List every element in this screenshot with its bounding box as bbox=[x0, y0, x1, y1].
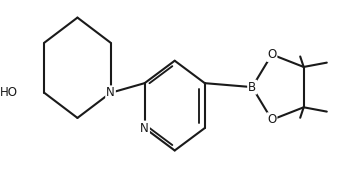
Text: B: B bbox=[248, 81, 256, 94]
Text: N: N bbox=[106, 86, 115, 99]
Text: N: N bbox=[140, 122, 149, 134]
Text: O: O bbox=[267, 113, 277, 126]
Text: HO: HO bbox=[0, 86, 18, 99]
Text: O: O bbox=[267, 48, 277, 61]
